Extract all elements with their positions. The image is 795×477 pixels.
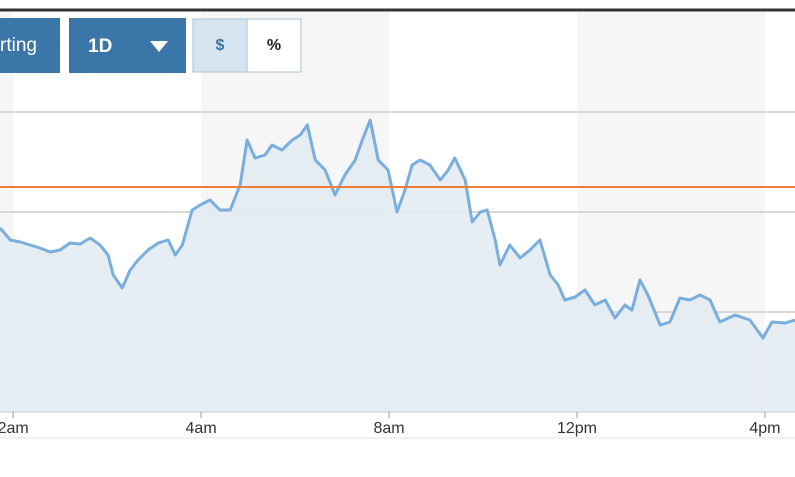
percent-toggle[interactable] xyxy=(246,18,302,73)
price-line xyxy=(0,118,795,340)
x-tick-label: 8am xyxy=(373,420,404,437)
x-tick-label: 4pm xyxy=(749,420,780,437)
x-tick-label: 2am xyxy=(0,420,29,437)
button-label: rting xyxy=(0,35,37,56)
toggle-label: % xyxy=(267,37,281,54)
area-fill xyxy=(0,120,795,412)
dropdown-label: 1D xyxy=(88,36,112,57)
toggle-label: $ xyxy=(216,37,225,54)
x-tick-label: 4am xyxy=(186,420,217,437)
range-dropdown[interactable] xyxy=(69,18,186,73)
x-tick-label: 12pm xyxy=(557,420,597,437)
dollar-toggle[interactable] xyxy=(192,18,248,73)
dropdown-arrow xyxy=(150,41,168,52)
chart-button[interactable] xyxy=(0,18,60,73)
